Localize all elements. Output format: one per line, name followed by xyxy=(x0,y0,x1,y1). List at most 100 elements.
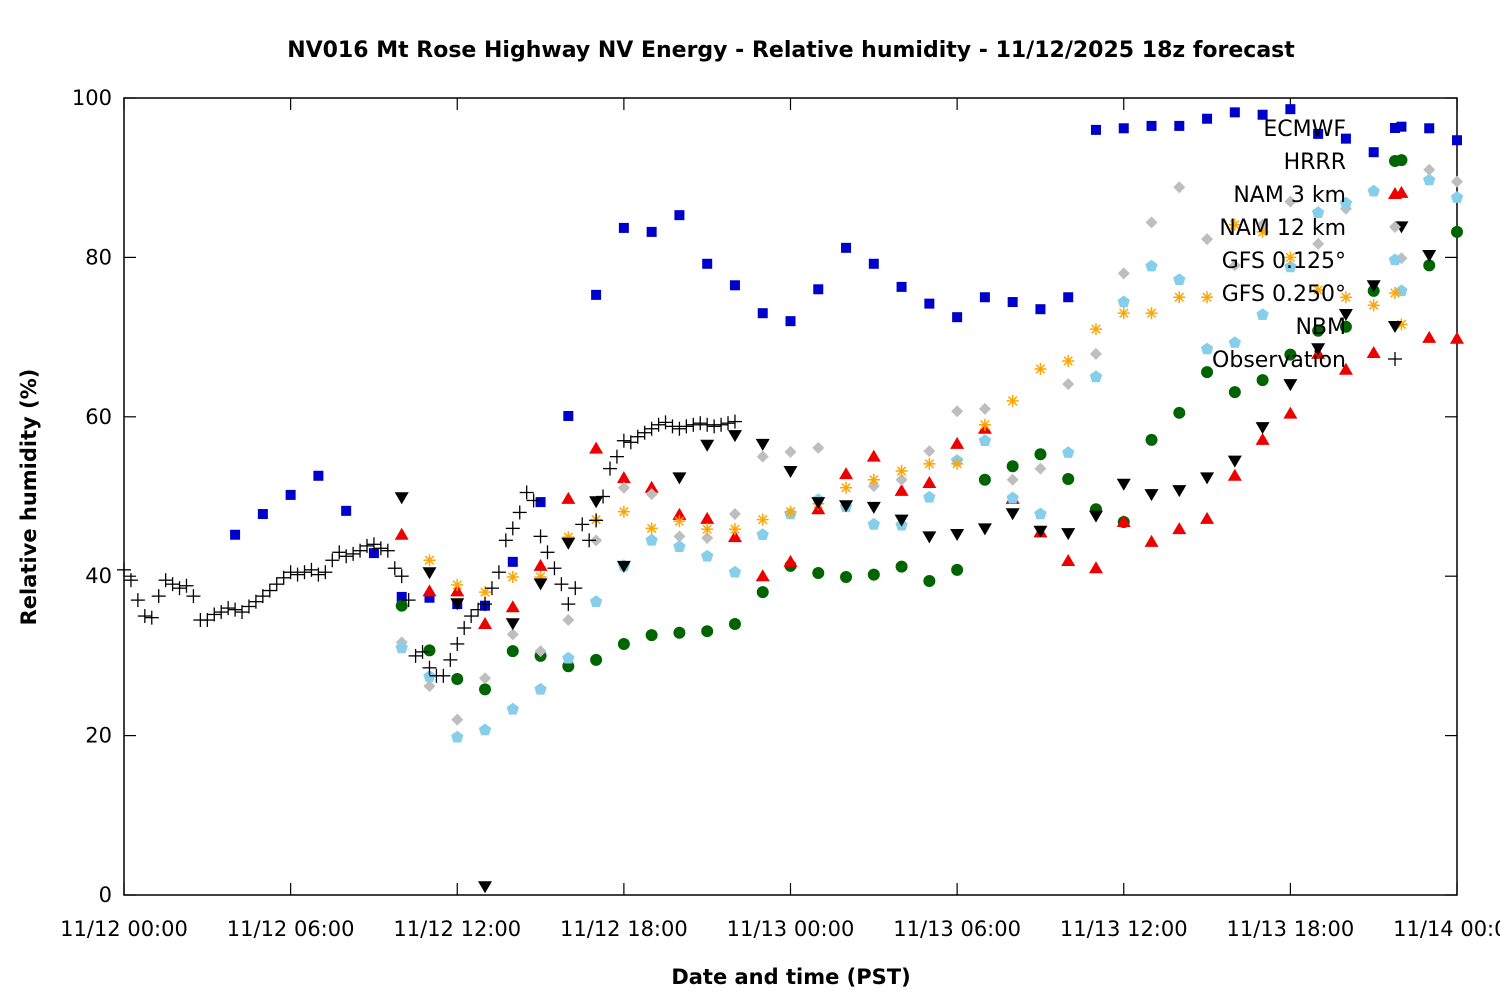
data-point xyxy=(1423,173,1436,186)
data-point xyxy=(1062,472,1075,485)
data-point xyxy=(686,417,701,432)
data-point xyxy=(923,490,936,503)
data-point xyxy=(1006,491,1019,504)
data-point xyxy=(1338,362,1353,375)
data-point xyxy=(422,567,437,580)
data-point xyxy=(387,561,402,576)
data-point xyxy=(1396,121,1407,132)
data-point xyxy=(702,258,713,269)
data-point xyxy=(395,599,408,612)
data-point xyxy=(443,652,458,667)
data-point xyxy=(1228,259,1241,272)
data-point xyxy=(450,598,465,611)
data-point xyxy=(756,528,769,540)
data-point xyxy=(812,567,825,580)
data-point xyxy=(1256,218,1269,231)
legend-label: GFS 0.250° xyxy=(1222,282,1346,307)
data-point xyxy=(1424,123,1435,134)
data-point xyxy=(1340,133,1351,144)
data-point xyxy=(214,605,229,620)
data-point xyxy=(1173,181,1186,194)
data-point xyxy=(596,489,611,504)
data-point xyxy=(339,549,354,564)
data-point xyxy=(867,473,880,486)
data-point xyxy=(533,578,548,591)
data-point xyxy=(1200,472,1215,485)
data-point xyxy=(1201,233,1214,246)
data-point xyxy=(1368,147,1379,158)
data-point xyxy=(1452,135,1462,146)
data-point xyxy=(1145,307,1158,320)
data-point xyxy=(1173,406,1186,419)
y-axis: 0 20 40 60 80 100 xyxy=(72,86,1457,907)
data-point xyxy=(727,430,742,443)
data-point xyxy=(471,602,486,617)
data-point xyxy=(179,578,194,593)
y-tick-label: 60 xyxy=(85,405,112,429)
data-point xyxy=(679,419,694,434)
data-point xyxy=(923,457,936,470)
data-point xyxy=(535,497,546,508)
series-gfs-0-125- xyxy=(395,173,1464,743)
data-point xyxy=(533,529,548,544)
data-point xyxy=(491,565,506,580)
data-point xyxy=(665,419,680,434)
series-observation xyxy=(117,414,742,683)
legend-key xyxy=(1388,352,1402,366)
data-point xyxy=(646,226,657,237)
data-point xyxy=(700,417,715,432)
data-point xyxy=(395,641,408,654)
data-point xyxy=(1088,561,1103,574)
legend-label: NBM xyxy=(1295,315,1346,340)
data-point xyxy=(950,436,965,449)
data-point xyxy=(506,702,519,715)
data-point xyxy=(1338,308,1353,321)
data-point xyxy=(117,562,131,577)
data-point xyxy=(479,672,492,685)
data-point xyxy=(1006,394,1019,407)
data-point xyxy=(1063,292,1074,303)
data-point xyxy=(1201,291,1214,304)
data-point xyxy=(1451,225,1463,238)
data-point xyxy=(575,517,590,532)
data-point xyxy=(727,414,742,429)
data-point xyxy=(728,618,741,631)
series-hrrr xyxy=(395,154,1463,696)
data-point xyxy=(701,531,714,544)
data-point xyxy=(1174,120,1185,131)
data-point xyxy=(507,556,518,567)
data-point xyxy=(1145,216,1158,229)
data-point xyxy=(313,470,324,481)
data-point xyxy=(756,513,769,526)
data-point xyxy=(332,545,347,560)
data-point xyxy=(561,597,576,612)
data-point xyxy=(783,554,798,567)
data-point xyxy=(658,415,673,430)
data-point xyxy=(1339,196,1353,209)
data-point xyxy=(896,281,907,292)
data-point xyxy=(1228,218,1241,231)
data-point xyxy=(978,418,991,431)
y-axis-label: Relative humidity (%) xyxy=(17,369,41,626)
data-point xyxy=(707,419,722,434)
data-point xyxy=(165,577,180,592)
data-point xyxy=(1311,343,1326,356)
data-point xyxy=(1201,366,1214,379)
x-tick-label: 11/13 06:00 xyxy=(893,917,1021,941)
data-point xyxy=(1145,259,1158,272)
data-point xyxy=(894,514,909,527)
data-point xyxy=(785,316,796,327)
data-point xyxy=(616,560,631,573)
data-point xyxy=(394,569,409,584)
data-point xyxy=(589,595,603,607)
data-point xyxy=(1172,485,1187,498)
data-point xyxy=(811,497,826,510)
data-point xyxy=(1062,378,1075,391)
data-point xyxy=(951,457,964,470)
data-point xyxy=(262,583,277,598)
data-point xyxy=(701,523,714,536)
data-point xyxy=(590,653,603,666)
data-point xyxy=(1228,336,1241,348)
legend: ECMWF HRRR NAM 3 km NAM 12 km GFS 0.125° GFS … xyxy=(1212,117,1402,373)
